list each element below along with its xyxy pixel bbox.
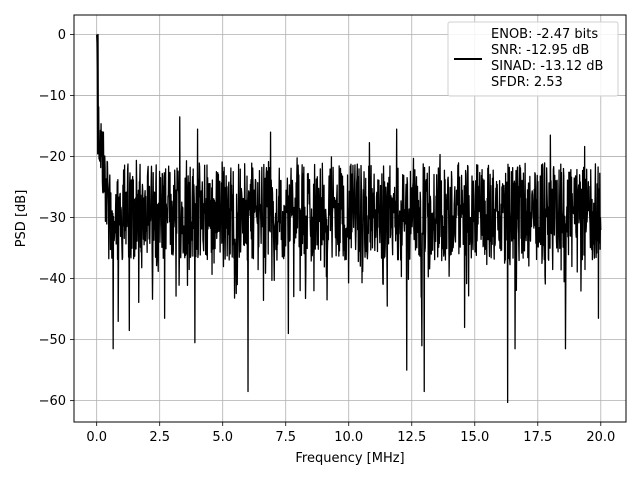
x-tick-label: 12.5 [397, 430, 426, 445]
y-axis: 0 −10 −20 −30 −40 −50 −60 [39, 28, 74, 409]
y-tick-label: −20 [39, 150, 66, 165]
x-tick-label: 0.0 [86, 430, 107, 445]
x-tick-label: 10.0 [334, 430, 363, 445]
y-axis-label: PSD [dB] [14, 190, 29, 248]
plot-area [96, 33, 602, 404]
psd-series-line [96, 33, 602, 404]
legend-line-snr: SNR: -12.95 dB [491, 43, 589, 58]
y-tick-label: −50 [39, 333, 66, 348]
x-tick-label: 2.5 [149, 430, 170, 445]
legend-box [447, 21, 619, 97]
y-tick-label: −40 [39, 272, 66, 287]
x-tick-label: 17.5 [523, 430, 552, 445]
y-tick-label: 0 [58, 28, 66, 43]
y-tick-label: −10 [39, 89, 66, 104]
x-tick-label: 5.0 [212, 430, 233, 445]
x-axis-label: Frequency [MHz] [295, 451, 404, 466]
x-tick-label: 20.0 [586, 430, 615, 445]
axes-frame [73, 14, 627, 423]
x-axis: 0.0 2.5 5.0 7.5 10.0 12.5 15.0 17.5 20.0 [86, 422, 615, 445]
legend-line-enob: ENOB: -2.47 bits [491, 27, 598, 42]
x-tick-label: 15.0 [460, 430, 489, 445]
legend: ENOB: -2.47 bits SNR: -12.95 dB SINAD: -… [447, 21, 619, 97]
legend-line-sfdr: SFDR: 2.53 [491, 75, 563, 90]
legend-line-sinad: SINAD: -13.12 dB [491, 59, 603, 74]
y-tick-label: −60 [39, 394, 66, 409]
y-tick-label: −30 [39, 211, 66, 226]
x-tick-label: 7.5 [275, 430, 296, 445]
